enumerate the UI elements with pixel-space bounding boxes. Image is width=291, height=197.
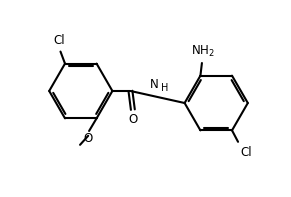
Text: H: H — [161, 83, 168, 93]
Text: O: O — [128, 113, 137, 126]
Text: O: O — [84, 132, 93, 145]
Text: Cl: Cl — [53, 34, 65, 47]
Text: NH$_2$: NH$_2$ — [191, 44, 215, 59]
Text: Cl: Cl — [240, 146, 252, 159]
Text: N: N — [150, 78, 159, 91]
